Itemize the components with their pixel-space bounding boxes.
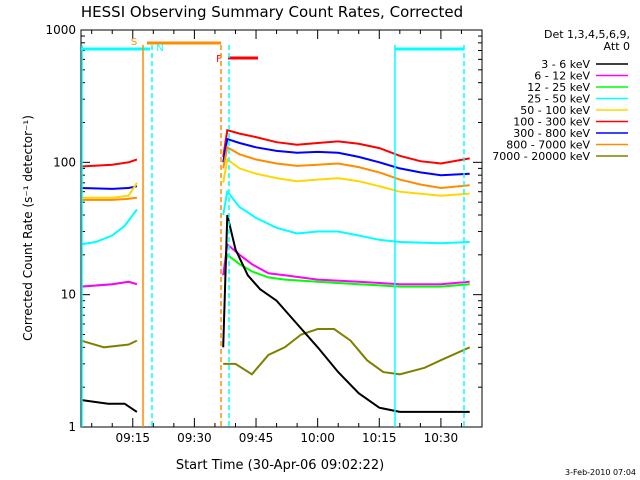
series-line-6-12kev-post xyxy=(222,242,470,286)
y-tick-label: 1 xyxy=(68,420,76,434)
legend-entry-label: 6 - 12 keV xyxy=(534,70,590,83)
legend-entry-label: 3 - 6 keV xyxy=(541,58,590,71)
x-tick-label: 10:00 xyxy=(300,431,335,445)
x-tick-label: 09:15 xyxy=(115,431,150,445)
series-line-7000-20000kev-post xyxy=(223,328,471,376)
series-line-50-100kev-post xyxy=(222,157,470,197)
legend-entry-label: 25 - 50 keV xyxy=(527,93,590,106)
series-line-100-300kev-post xyxy=(222,128,470,165)
x-axis-label: Start Time (30-Apr-06 09:02:22) xyxy=(176,458,384,473)
plot-frame xyxy=(80,29,483,428)
annotation-label-s: S xyxy=(131,37,137,48)
legend-header-line2: Att 0 xyxy=(604,40,630,53)
series-line-6-12kev-pre xyxy=(80,280,138,288)
y-tick-label: 1000 xyxy=(45,23,76,37)
x-tick-label: 09:30 xyxy=(177,431,212,445)
axes-layer: 1 10 100 1000 09:15 09:30 09:45 10:00 10:15 10:30… xyxy=(45,23,483,445)
series-line-50-100kev-pre xyxy=(81,182,138,199)
series-line-25-50kev-post xyxy=(222,189,470,245)
series-line-300-800kev-post xyxy=(222,137,470,177)
series-line-800-7000kev-pre xyxy=(81,196,138,201)
series-line-300-800kev-pre xyxy=(80,185,138,190)
series-line-800-7000kev-post xyxy=(222,145,470,190)
y-axis-label: Corrected Count Rate (s⁻¹ detector⁻¹) xyxy=(21,115,35,341)
y-tick-label: 100 xyxy=(53,155,76,169)
chart-title: HESSI Observing Summary Count Rates, Cor… xyxy=(81,3,463,21)
legend-entry-label: 100 - 300 keV xyxy=(513,116,590,129)
series-line-3-6kev-pre xyxy=(80,399,138,413)
legend-entry-label: 7000 - 20000 keV xyxy=(492,150,590,163)
footer-date: 3-Feb-2010 07:04 xyxy=(565,468,636,477)
annotation-label-n: N xyxy=(156,43,163,54)
y-tick-label: 10 xyxy=(61,288,76,302)
x-tick-label: 10:30 xyxy=(424,431,459,445)
series-line-12-25kev-post xyxy=(222,253,470,288)
legend-entry-label: 50 - 100 keV xyxy=(520,104,590,117)
series-line-3-6kev-post xyxy=(222,214,470,413)
x-tick-label: 10:15 xyxy=(362,431,397,445)
x-tick-label: 09:45 xyxy=(239,431,274,445)
legend-entry-label: 12 - 25 keV xyxy=(527,81,590,94)
series-line-25-50kev-pre xyxy=(80,208,138,246)
legend-entry-label: 300 - 800 keV xyxy=(513,127,590,140)
legend-header-line1: Det 1,3,4,5,6,9, xyxy=(544,28,630,41)
series-line-100-300kev-pre xyxy=(80,158,138,168)
legend-entry-label: 800 - 7000 keV xyxy=(506,139,590,152)
series-line-7000-20000kev-pre xyxy=(80,339,138,349)
text-layer: HESSI Observing Summary Count Rates, Cor… xyxy=(21,3,636,477)
annotation-label-f: F xyxy=(216,54,222,65)
data-layer xyxy=(80,128,471,413)
